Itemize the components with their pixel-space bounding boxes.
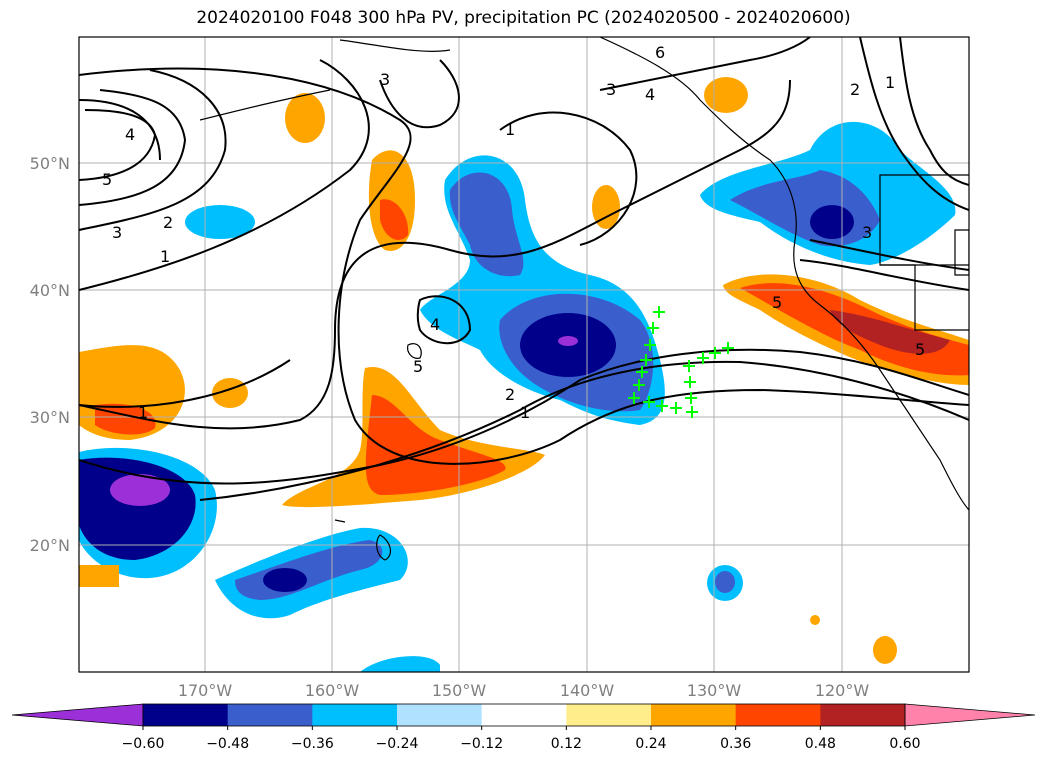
pv-contours <box>79 37 969 501</box>
svg-text:2: 2 <box>163 213 173 232</box>
colorbar-border <box>142 703 906 727</box>
svg-text:4: 4 <box>645 85 655 104</box>
colorbar-segment <box>397 704 483 726</box>
colorbar-tick-label: −0.60 <box>122 736 165 752</box>
colorbar-segment <box>820 704 906 726</box>
colorbar-segment <box>312 704 398 726</box>
colorbar-tick-label: −0.48 <box>206 736 249 752</box>
markers <box>628 306 734 418</box>
svg-text:5: 5 <box>915 340 925 359</box>
colorbar-tick-label: −0.12 <box>460 736 503 752</box>
svg-text:1: 1 <box>505 120 515 139</box>
latitude-labels: 20°N 30°N 40°N 50°N <box>30 154 70 555</box>
colorbar-extend-max <box>904 703 1036 727</box>
colorbar-extend-min <box>11 703 144 727</box>
lat-label-20n: 20°N <box>30 536 70 555</box>
colorbar-tick-label: 0.24 <box>635 736 666 752</box>
svg-text:1: 1 <box>520 403 530 422</box>
lat-label-40n: 40°N <box>30 281 70 300</box>
colorbar-segment <box>735 704 821 726</box>
colorbar-segment <box>481 704 567 726</box>
svg-text:5: 5 <box>413 357 423 376</box>
lon-label-130w: 130°W <box>687 681 742 700</box>
svg-text:5: 5 <box>102 170 112 189</box>
colorbar: −0.60 −0.48 −0.36 −0.24 −0.12 0.12 0.24 0.36 0.4… <box>11 703 1036 752</box>
svg-text:2: 2 <box>850 80 860 99</box>
svg-text:3: 3 <box>112 223 122 242</box>
colorbar-tick-label: 0.12 <box>551 736 582 752</box>
colorbar-tick-label: 0.36 <box>720 736 751 752</box>
colorbar-tick-label: −0.36 <box>291 736 334 752</box>
colorbar-tick-label: −0.24 <box>376 736 419 752</box>
coastlines <box>199 37 969 561</box>
svg-text:2: 2 <box>505 385 515 404</box>
lon-label-120w: 120°W <box>815 681 870 700</box>
colorbar-segment <box>143 704 229 726</box>
svg-text:3: 3 <box>606 80 616 99</box>
colorbar-tick-label: 0.60 <box>889 736 920 752</box>
colorbar-segment <box>651 704 737 726</box>
svg-text:3: 3 <box>862 223 872 242</box>
contour-labels: 1 1 1 1 1 2 2 2 3 3 3 3 4 4 4 5 5 5 5 6 <box>102 43 925 422</box>
svg-text:4: 4 <box>430 315 440 334</box>
lon-label-170w: 170°W <box>178 681 233 700</box>
lon-label-150w: 150°W <box>432 681 487 700</box>
svg-text:1: 1 <box>885 73 895 92</box>
lat-label-50n: 50°N <box>30 154 70 173</box>
svg-text:1: 1 <box>138 403 148 422</box>
svg-text:5: 5 <box>772 293 782 312</box>
svg-text:3: 3 <box>380 70 390 89</box>
map-frame <box>78 36 970 673</box>
colorbar-tick-label: 0.48 <box>805 736 836 752</box>
colorbar-segment <box>227 704 313 726</box>
grid-lines <box>79 37 969 672</box>
svg-text:6: 6 <box>655 43 665 62</box>
lon-label-140w: 140°W <box>560 681 615 700</box>
longitude-labels: 170°W 160°W 150°W 140°W 130°W 120°W <box>178 681 870 700</box>
colorbar-segment <box>566 704 652 726</box>
map-title: 2024020100 F048 300 hPa PV, precipitatio… <box>196 8 851 28</box>
lat-label-30n: 30°N <box>30 408 70 427</box>
svg-text:4: 4 <box>125 125 135 144</box>
lon-label-160w: 160°W <box>305 681 360 700</box>
svg-text:1: 1 <box>160 247 170 266</box>
